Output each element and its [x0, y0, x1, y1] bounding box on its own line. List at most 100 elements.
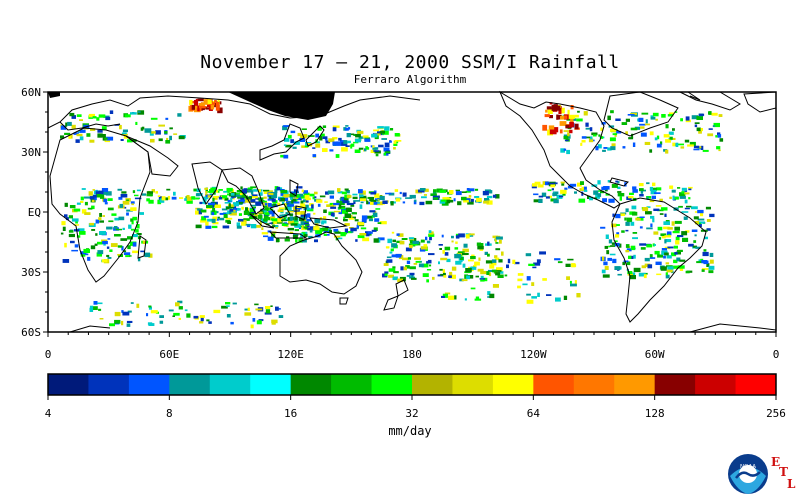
rain-speck	[309, 228, 313, 233]
rain-speck	[528, 263, 535, 266]
rain-speck	[283, 144, 287, 146]
rain-speck	[77, 228, 85, 232]
rain-speck	[478, 257, 481, 261]
rain-speck	[364, 138, 371, 142]
rain-speck	[286, 236, 290, 239]
rain-speck	[659, 198, 663, 202]
rain-speck	[438, 244, 443, 246]
rain-speck	[336, 200, 339, 204]
rain-speck-heavy	[189, 99, 193, 105]
rain-speck	[384, 151, 391, 154]
rain-speck	[611, 184, 618, 188]
rain-speck	[701, 260, 708, 264]
rain-speck	[698, 221, 705, 224]
rain-speck	[263, 208, 269, 212]
rain-speck	[243, 210, 249, 215]
rain-speck	[623, 260, 629, 263]
rain-speck-heavy	[193, 100, 199, 106]
rain-speck	[60, 135, 65, 139]
rain-speck	[665, 262, 670, 265]
rain-speck	[159, 198, 165, 203]
colorbar-tick-label: 32	[405, 407, 418, 420]
rain-speck	[362, 135, 369, 138]
rain-speck	[384, 142, 390, 147]
rain-speck	[296, 196, 302, 201]
rain-speck	[561, 183, 565, 186]
rain-speck	[657, 209, 664, 212]
rain-speck	[263, 196, 267, 199]
rain-speck	[370, 149, 375, 153]
rain-speck	[75, 139, 80, 143]
rain-speck	[377, 222, 382, 224]
rain-speck	[80, 252, 86, 257]
rain-speck	[603, 186, 610, 190]
rain-speck	[290, 191, 296, 195]
rain-speck	[632, 142, 636, 147]
rain-speck	[585, 127, 591, 130]
rain-speck	[283, 154, 289, 159]
rain-speck	[560, 189, 567, 194]
rain-speck-heavy	[201, 102, 204, 109]
rain-speck	[454, 253, 462, 259]
rain-speck	[354, 149, 361, 153]
rain-speck	[104, 137, 108, 140]
rain-speck	[659, 213, 664, 215]
rain-speck	[384, 126, 390, 131]
rain-speck	[499, 239, 502, 244]
rain-speck	[225, 217, 233, 220]
rain-speck	[330, 205, 334, 208]
rain-speck	[571, 118, 577, 121]
rain-speck	[68, 230, 74, 233]
rain-speck	[442, 269, 445, 273]
rain-speck	[667, 266, 674, 270]
rain-speck	[252, 206, 256, 209]
rain-speck-heavy	[215, 102, 220, 106]
rain-speck	[415, 260, 421, 263]
rain-speck-heavy	[546, 106, 552, 110]
rain-speck	[322, 148, 328, 152]
rain-speck	[577, 182, 582, 187]
rain-speck	[718, 149, 721, 152]
rain-speck	[253, 189, 257, 192]
rain-speck	[688, 243, 694, 247]
rain-speck	[669, 185, 674, 189]
rain-speck	[635, 217, 641, 221]
rain-speck	[639, 243, 646, 246]
rain-speck	[706, 219, 711, 222]
rain-speck	[99, 213, 102, 217]
rain-speck	[440, 257, 448, 261]
rain-speck	[423, 194, 427, 196]
rain-speck	[681, 231, 688, 236]
map-title: November 17 – 21, 2000 SSM/I Rainfall	[200, 52, 620, 73]
rain-speck	[122, 129, 128, 133]
rain-speck	[199, 321, 204, 324]
rain-speck	[111, 213, 117, 216]
rain-speck-heavy	[197, 98, 204, 102]
rain-speck-heavy	[558, 108, 562, 115]
rain-speck	[277, 202, 281, 206]
rain-speck	[225, 302, 231, 305]
rain-speck	[99, 220, 104, 223]
colorbar-swatch	[88, 374, 130, 395]
rain-speck	[323, 233, 327, 236]
rain-speck	[195, 224, 202, 229]
rain-speck	[178, 306, 183, 310]
rain-speck	[653, 208, 660, 211]
rain-speck	[585, 122, 589, 127]
rain-speck	[265, 306, 271, 309]
rain-speck	[303, 190, 308, 194]
rain-speck	[252, 318, 256, 322]
rain-speck	[426, 279, 429, 283]
rain-speck	[615, 213, 621, 219]
rain-speck	[263, 189, 270, 192]
rain-speck	[117, 245, 123, 248]
rain-speck	[144, 128, 152, 133]
rain-speck	[607, 115, 611, 121]
rain-speck	[474, 298, 482, 301]
rain-speck	[320, 133, 325, 137]
rain-speck	[615, 234, 620, 238]
rain-speck	[345, 125, 349, 127]
rain-speck	[684, 192, 690, 195]
rain-speck	[101, 188, 109, 193]
rain-speck-heavy	[553, 104, 558, 108]
